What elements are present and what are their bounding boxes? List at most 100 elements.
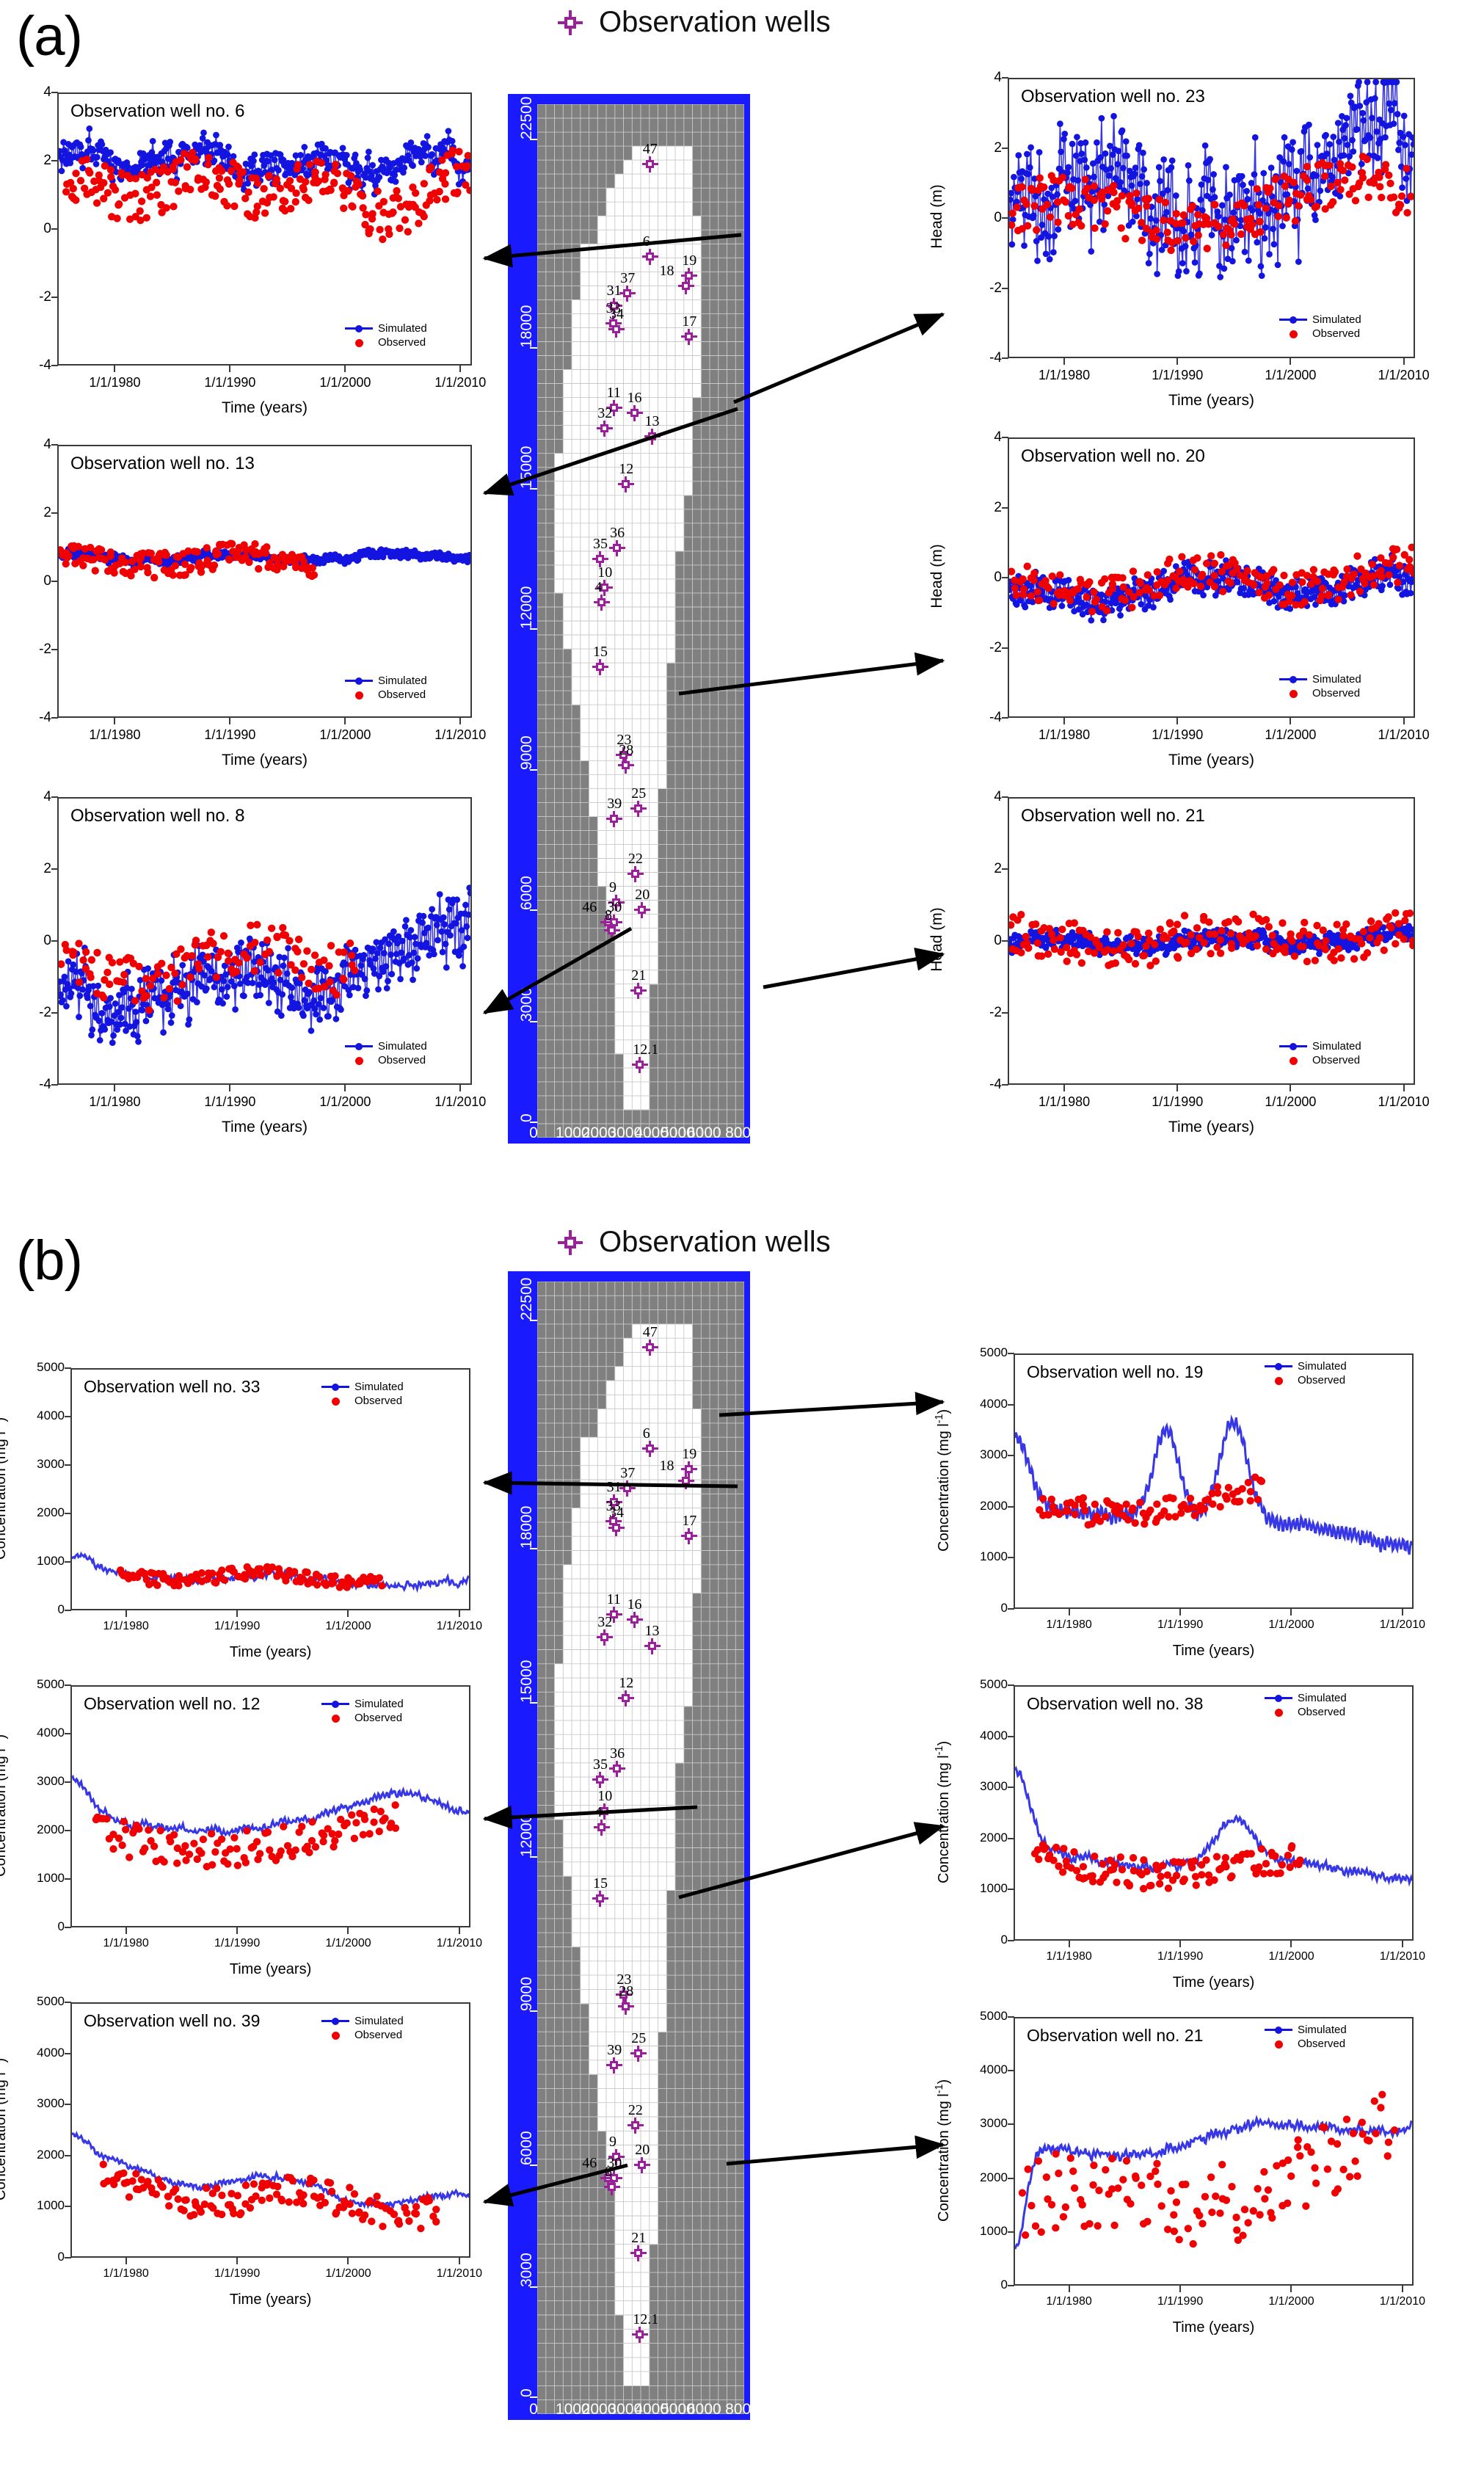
observation-well-marker-16[interactable]	[626, 405, 643, 421]
timeseries-chart-21a[interactable]: Observation well no. 21 -4 -2 0 2 4 1/1/1980 1/…	[928, 784, 1430, 1151]
observed-markers	[92, 1801, 400, 1871]
observation-well-marker-17[interactable]	[681, 328, 698, 345]
observation-well-label-37: 37	[620, 1465, 636, 1482]
observation-well-marker-18[interactable]	[677, 1472, 694, 1489]
observation-well-marker-20[interactable]	[634, 2156, 651, 2173]
observation-well-marker-35[interactable]	[592, 550, 608, 567]
y-axis-tick-label: 2000	[980, 1830, 1008, 1844]
observation-well-marker-30[interactable]	[606, 915, 623, 931]
map-y-axis-tick-label: 22500	[518, 1277, 535, 1320]
timeseries-chart-21b[interactable]: Observation well no. 21 0 1000 2000 3000 4000…	[934, 2007, 1427, 2353]
observation-well-marker-32[interactable]	[597, 421, 614, 437]
observation-well-label-8: 8	[605, 907, 613, 924]
simulated-line-icon	[1265, 1359, 1292, 1373]
timeseries-chart-20[interactable]: Observation well no. 20 -4 -2 0 2 4 1/1/1980 1/…	[928, 424, 1430, 784]
observation-well-label-22: 22	[628, 2101, 643, 2118]
observation-well-marker-18[interactable]	[677, 277, 694, 294]
observation-well-marker-34[interactable]	[608, 1520, 625, 1537]
observation-well-marker-25[interactable]	[630, 2046, 647, 2062]
observation-well-marker-36[interactable]	[609, 540, 626, 557]
series-legend: Simulated Observed	[1265, 2023, 1347, 2051]
observation-well-marker-12[interactable]	[618, 476, 635, 493]
timeseries-chart-33[interactable]: Observation well no. 33 0 1000 2000 3000 4000…	[0, 1358, 484, 1675]
observation-well-marker-32[interactable]	[597, 1629, 614, 1646]
observation-well-marker-23[interactable]	[616, 747, 633, 763]
observation-well-label-15: 15	[593, 1875, 608, 1891]
observation-well-marker-34[interactable]	[608, 321, 625, 338]
observation-well-marker-12-1[interactable]	[632, 1057, 649, 1074]
map-legend-a: Observation wells	[558, 6, 831, 39]
observation-well-marker-9[interactable]	[608, 2148, 625, 2165]
y-axis-tick-mark	[51, 940, 58, 942]
observation-well-marker-47[interactable]	[641, 1339, 658, 1356]
timeseries-chart-38[interactable]: Observation well no. 38 0 1000 2000 3000 4000…	[934, 1675, 1427, 2007]
observation-well-marker-8[interactable]	[604, 2179, 621, 2196]
observation-well-marker-11[interactable]	[605, 1606, 622, 1623]
x-axis-tick-mark	[125, 1927, 127, 1934]
timeseries-chart-6[interactable]: Observation well no. 6 -4 -2 0 2 4 1/1/1980 1/1…	[0, 79, 486, 432]
observation-well-marker-6[interactable]	[641, 249, 658, 266]
model-grid-map-a[interactable]: 22500 18000 15000 12000 9000 6000 3000 0 0 1000 20…	[508, 94, 760, 1144]
observation-well-marker-9[interactable]	[608, 895, 625, 912]
observation-well-marker-31[interactable]	[605, 297, 622, 314]
y-axis-tick-label: 4	[994, 789, 1002, 804]
observation-well-marker-39[interactable]	[606, 811, 623, 828]
observation-well-marker-35[interactable]	[592, 1771, 608, 1788]
x-axis-tick-mark	[114, 1085, 116, 1091]
observation-well-marker-36[interactable]	[609, 1760, 626, 1777]
observation-well-marker-13[interactable]	[644, 1638, 661, 1654]
observation-well-marker-37[interactable]	[619, 285, 636, 302]
timeseries-chart-39[interactable]: Observation well no. 39 0 1000 2000 3000 4000…	[0, 1992, 484, 2324]
observation-well-marker-6[interactable]	[641, 1441, 658, 1458]
observation-well-label-39: 39	[607, 796, 622, 813]
timeseries-chart-12[interactable]: Observation well no. 12 0 1000 2000 3000 4000…	[0, 1675, 484, 1992]
observation-well-marker-13[interactable]	[644, 429, 661, 446]
plot-area	[1014, 1353, 1414, 1609]
map-y-axis-tick-label: 15000	[518, 446, 535, 489]
observation-well-marker-47[interactable]	[641, 156, 658, 172]
observation-well-marker-39[interactable]	[606, 2057, 623, 2074]
y-axis-tick-label: 5000	[37, 1360, 65, 1374]
map-x-axis-tick-label: 1000	[555, 2401, 590, 2418]
observation-well-marker-12-1[interactable]	[632, 2327, 649, 2343]
timeseries-chart-19[interactable]: Observation well no. 19 0 1000 2000 3000 4000…	[934, 1343, 1427, 1675]
observation-well-marker-22[interactable]	[627, 2117, 644, 2134]
model-grid-map-b[interactable]: 22500 18000 15000 12000 9000 6000 3000 0 0 1000 20…	[508, 1271, 760, 2420]
observation-well-marker-12[interactable]	[618, 1690, 635, 1707]
observation-well-marker-4[interactable]	[594, 1819, 611, 1836]
x-axis-tick-mark	[114, 718, 116, 724]
observation-well-marker-21[interactable]	[630, 2245, 647, 2261]
x-axis-tick-mark	[125, 2258, 127, 2264]
observation-well-marker-19[interactable]	[681, 1461, 698, 1478]
map-y-axis-tick-label: 12000	[518, 586, 535, 630]
observation-well-marker-28[interactable]	[618, 757, 635, 774]
observation-well-marker-15[interactable]	[592, 1890, 608, 1907]
series-legend: Simulated Observed	[1265, 1359, 1347, 1387]
observation-well-marker-4[interactable]	[594, 594, 611, 611]
observation-well-marker-17[interactable]	[681, 1528, 698, 1545]
observation-well-marker-16[interactable]	[626, 1612, 643, 1629]
map-x-axis-tick-label: 2000	[581, 1124, 616, 1141]
simulated-line-icon	[1279, 1039, 1307, 1053]
observation-well-marker-19[interactable]	[681, 267, 698, 284]
legend-label-simulated: Simulated	[378, 1040, 427, 1053]
observation-well-marker-23[interactable]	[616, 1987, 633, 2004]
timeseries-chart-8[interactable]: Observation well no. 8 -4 -2 0 2 4 1/1/1980 1/1…	[0, 784, 486, 1151]
timeseries-chart-13[interactable]: Observation well no. 13 -4 -2 0 2 4 1/1/1980 1/…	[0, 432, 486, 784]
y-axis-title: Head (m)	[928, 544, 945, 608]
observation-well-marker-22[interactable]	[627, 866, 644, 882]
observation-well-marker-28[interactable]	[618, 1998, 635, 2015]
observation-well-marker-20[interactable]	[634, 902, 651, 919]
y-axis-tick-mark	[51, 649, 58, 650]
plot-area	[57, 445, 472, 718]
observation-well-marker-25[interactable]	[630, 801, 647, 818]
observation-well-marker-8[interactable]	[604, 923, 621, 939]
observation-well-marker-21[interactable]	[630, 983, 647, 1000]
grid-cell-layer	[537, 104, 744, 1138]
observation-well-marker-31[interactable]	[605, 1494, 622, 1511]
y-axis-tick-label: 1000	[37, 1871, 65, 1885]
observation-well-marker-15[interactable]	[592, 659, 608, 676]
observation-well-marker-10[interactable]	[597, 579, 614, 596]
timeseries-chart-23[interactable]: Observation well no. 23 -4 -2 0 2 4 1/1/1980 1/…	[928, 65, 1430, 424]
map-x-axis-tick-label: 2000	[581, 2401, 616, 2418]
